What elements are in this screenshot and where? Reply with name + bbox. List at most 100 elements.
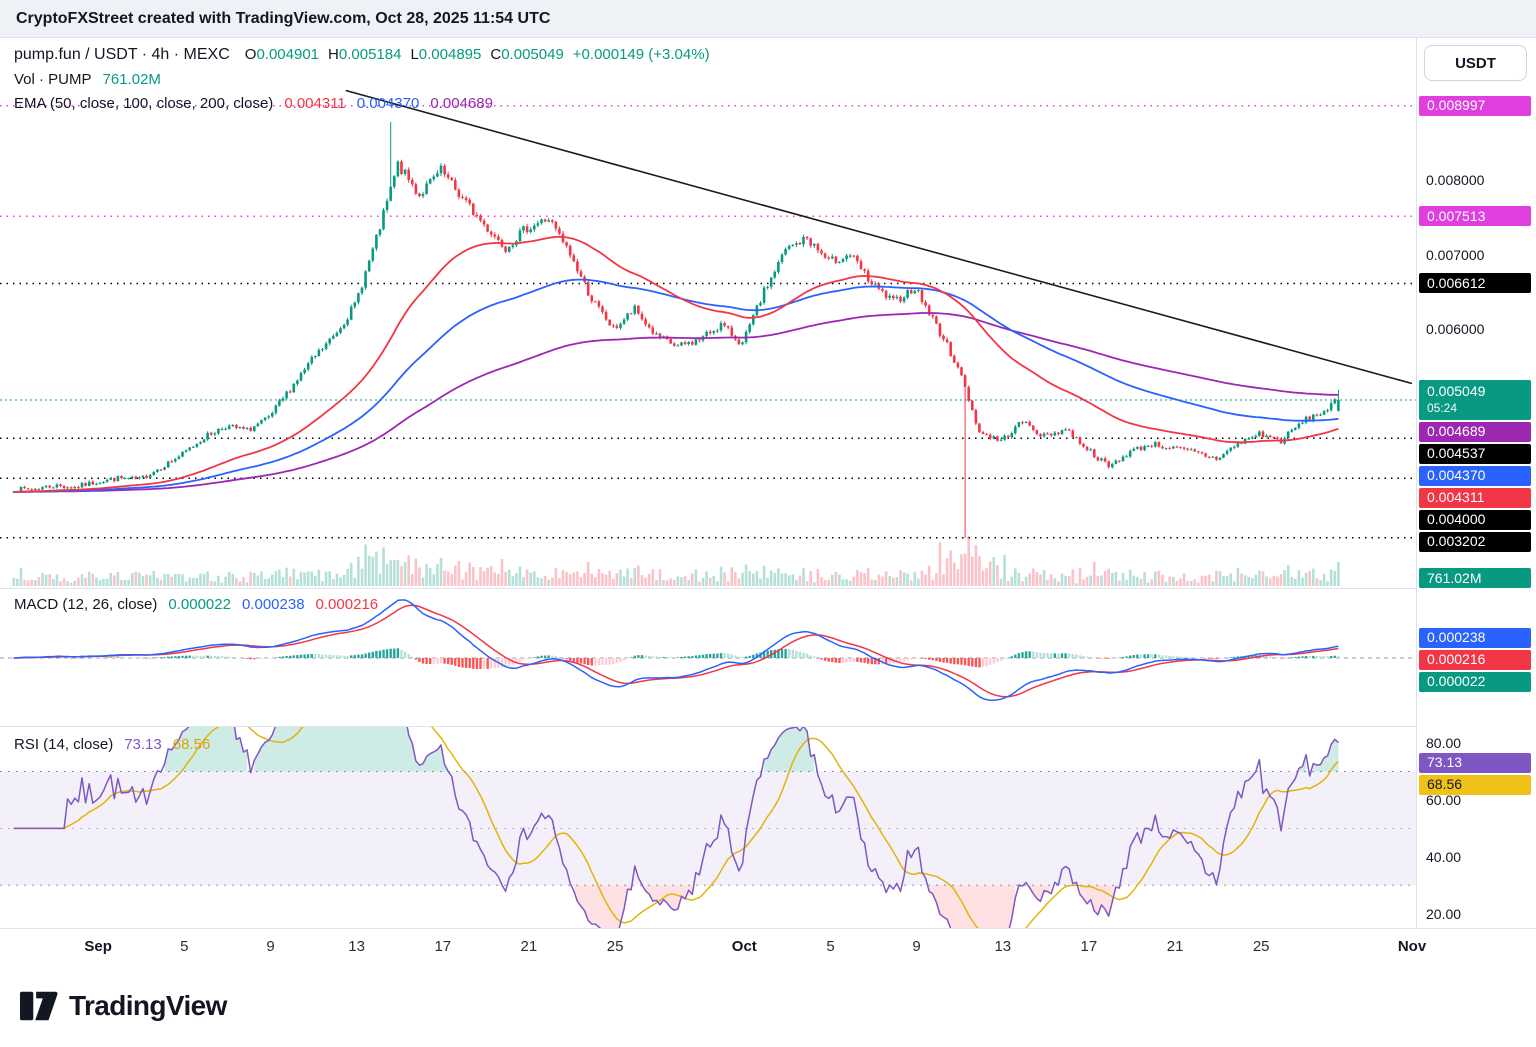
macd-canvas[interactable]: [0, 588, 1416, 726]
macd-line: [13, 599, 1339, 702]
ema50-value: 0.004311: [284, 95, 346, 112]
ema-value-badge: 0.004370: [1419, 465, 1531, 486]
axis-tick: 0.007000: [1426, 246, 1485, 263]
time-axis[interactable]: Sep 5 9 13 17 21 25 Oct 5 9 13 17 21 25 Nov: [0, 929, 1536, 965]
rsi-ma-value: 68.56: [172, 736, 211, 753]
macd-label[interactable]: MACD (12, 26, close): [14, 596, 158, 613]
rsi-canvas[interactable]: [0, 726, 1416, 928]
volume-label[interactable]: Vol · PUMP: [14, 71, 92, 88]
macd-hist-badge: 0.000022: [1419, 671, 1531, 692]
price-level-badge: 0.004000: [1419, 509, 1531, 530]
axis-tick: 20.00: [1426, 905, 1462, 922]
ema-legend-row: EMA (50, close, 100, close, 200, close) …: [14, 95, 493, 112]
close-value: 0.005049: [501, 46, 564, 63]
macd-line-value: 0.000238: [241, 596, 305, 613]
time-tick: 21: [1166, 938, 1184, 955]
ema-50-line: [13, 235, 1339, 493]
pane-separator[interactable]: [0, 588, 1536, 589]
volume-legend-row: Vol · PUMP 761.02M: [14, 71, 161, 88]
macd-signal-line: [13, 604, 1339, 698]
volume-value-badge: 761.02M: [1419, 568, 1531, 588]
price-level-badge: 0.007513: [1419, 206, 1531, 227]
tradingview-wordmark: TradingView: [69, 990, 227, 1021]
axis-tick: 80.00: [1426, 735, 1462, 752]
rsi-legend-row: RSI (14, close) 73.13 68.56: [14, 736, 210, 753]
ema-label[interactable]: EMA (50, close, 100, close, 200, close): [14, 95, 274, 112]
macd-hist-value: 0.000022: [168, 596, 231, 613]
rsi-ma-line: [13, 726, 1339, 928]
ema100-value: 0.004370: [356, 95, 420, 112]
time-tick: 17: [1080, 938, 1098, 955]
current-price-badge: 0.005049 05:24: [1419, 379, 1531, 420]
timescale-separator: [0, 928, 1536, 929]
tradingview-logo-icon: [20, 991, 58, 1021]
axis-tick: 0.008000: [1426, 172, 1485, 188]
volume-bars: [12, 536, 1340, 586]
price-chart-canvas[interactable]: [0, 38, 1416, 588]
macd-signal-badge: 0.000216: [1419, 649, 1531, 670]
macd-signal-value: 0.000216: [315, 596, 379, 613]
price-level-badge: 0.003202: [1419, 531, 1531, 552]
ema-100-line: [13, 278, 1339, 493]
high-value: 0.005184: [338, 46, 402, 63]
time-tick: 25: [606, 938, 624, 955]
candles: [12, 121, 1340, 538]
currency-toggle-button[interactable]: USDT: [1424, 45, 1527, 81]
rsi-oversold-fill: [929, 885, 1016, 928]
time-tick: Sep: [84, 938, 112, 955]
pane-separator[interactable]: [0, 726, 1536, 727]
time-tick: 25: [1252, 938, 1270, 955]
volume-value: 761.02M: [102, 71, 161, 88]
rsi-overbought-fill: [764, 726, 815, 772]
axis-tick: 60.00: [1426, 791, 1462, 808]
rsi-oversold-fill: [1079, 885, 1120, 917]
macd-pane[interactable]: MACD (12, 26, close) 0.000022 0.000238 0…: [0, 588, 1416, 726]
ema-value-badge: 0.004689: [1419, 421, 1531, 442]
low-label: L: [410, 46, 419, 63]
rsi-oversold-fill: [573, 885, 632, 928]
rsi-pane[interactable]: RSI (14, close) 73.13 68.56: [0, 726, 1416, 928]
open-value: 0.004901: [256, 46, 320, 63]
price-level-badge: 0.008997: [1419, 95, 1531, 116]
price-level-badge: 0.004537: [1419, 443, 1531, 464]
rsi-value-badge: 73.13: [1419, 752, 1531, 773]
rsi-overbought-fill: [164, 726, 248, 772]
time-tick: 13: [994, 938, 1012, 955]
time-tick: 21: [520, 938, 538, 955]
ema-value-badge: 0.004311: [1419, 487, 1531, 508]
symbol-title[interactable]: pump.fun / USDT · 4h · MEXC: [14, 46, 230, 63]
axis-tick: 40.00: [1426, 848, 1462, 865]
time-tick: 17: [434, 938, 452, 955]
ema200-value: 0.004689: [430, 95, 493, 112]
time-tick: Oct: [731, 938, 757, 955]
change-value: +0.000149 (+3.04%): [572, 46, 710, 63]
rsi-label[interactable]: RSI (14, close): [14, 736, 114, 753]
high-label: H: [328, 46, 339, 63]
macd-value-badge: 0.000238: [1419, 627, 1531, 648]
descending-trendline: [345, 89, 1413, 385]
close-label: C: [490, 46, 502, 63]
footer: TradingView: [0, 965, 1536, 1047]
ema-200-line: [13, 312, 1339, 493]
rsi-band: [0, 771, 1416, 886]
time-tick: 5: [180, 938, 189, 955]
rsi-overbought-fill: [1298, 754, 1307, 772]
price-level-badge: 0.006612: [1419, 273, 1531, 294]
rsi-oversold-fill: [1029, 885, 1052, 902]
rsi-oversold-fill: [645, 885, 693, 911]
macd-histogram: [12, 648, 1340, 669]
time-tick: Nov: [1397, 938, 1427, 955]
rsi-overbought-fill: [254, 726, 449, 772]
time-tick: 5: [826, 938, 835, 955]
time-tick: 9: [266, 938, 275, 955]
attribution-bar: CryptoFXStreet created with TradingView.…: [0, 0, 1536, 38]
price-axis[interactable]: USDT 0.008000 0.007000 0.006000 80.00 60.00 4…: [1417, 38, 1536, 928]
tradingview-brand-link[interactable]: TradingView: [20, 990, 227, 1022]
low-value: 0.004895: [418, 46, 482, 63]
time-tick: 13: [348, 938, 365, 955]
attribution-text: CryptoFXStreet created with TradingView.…: [16, 9, 551, 27]
price-axis-separator: [1416, 38, 1417, 965]
